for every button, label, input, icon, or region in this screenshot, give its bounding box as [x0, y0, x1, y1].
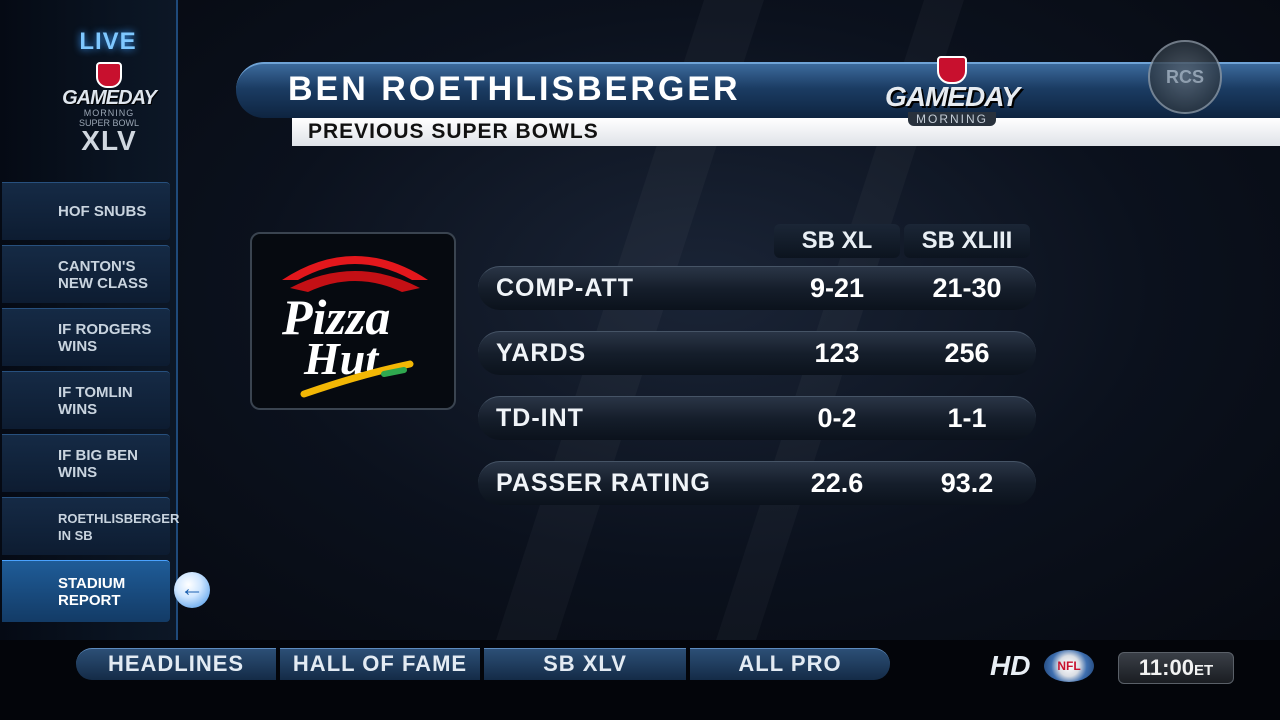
sidebar-item-hof-snubs[interactable]: HOF SNUBS [2, 182, 170, 240]
subtitle-bar [292, 118, 1280, 146]
sidebar-item-label: IF TOMLIN WINS [58, 383, 133, 418]
sidebar-item-if-big-ben-wins[interactable]: IF BIG BEN WINS [2, 434, 170, 492]
title-bar [236, 62, 1280, 118]
tab-headlines[interactable]: HEADLINES [76, 648, 276, 680]
sidebar-item-if-rodgers-wins[interactable]: IF RODGERS WINS [2, 308, 170, 366]
sidebar-item-label: ROETHLISBERGER IN SB [58, 510, 180, 543]
nfl-network-icon: NFL [1044, 650, 1094, 682]
stat-label: TD-INT [496, 404, 584, 432]
logo-text: GAMEDAY [884, 81, 1020, 112]
logo-text: MORNING [83, 108, 135, 118]
sidebar-item-roethlisberger-in-sb[interactable]: ROETHLISBERGER IN SB [2, 497, 179, 555]
stat-label: YARDS [496, 339, 587, 367]
sidebar-item-label: HOF SNUBS [58, 203, 147, 220]
nfl-shield-icon [96, 62, 122, 88]
stat-row: TD-INT 0-2 1-1 [478, 396, 1036, 440]
stat-value: 256 [944, 338, 990, 368]
column-header-sb-xl: SB XL [774, 224, 900, 258]
stat-value: 1-1 [947, 403, 987, 433]
rcs-watermark: RCS [1148, 40, 1222, 114]
stat-value: 93.2 [940, 468, 994, 498]
hd-badge: HD [990, 650, 1031, 681]
stat-value: 22.6 [810, 468, 864, 498]
tab-all-pro[interactable]: ALL PRO [690, 648, 890, 680]
back-arrow-icon[interactable]: ← [174, 572, 210, 608]
logo-text: XLV [81, 125, 137, 156]
stat-row: COMP-ATT 9-21 21-30 [478, 266, 1036, 310]
clock-time: 11:00 [1138, 655, 1194, 680]
stat-label: PASSER RATING [496, 469, 711, 497]
sidebar-item-label: CANTON'S NEW CLASS [58, 257, 148, 292]
logo-text: MORNING [908, 112, 996, 126]
clock: 11:00ET [1118, 652, 1234, 684]
live-label: LIVE [79, 28, 137, 55]
sidebar-item-cantons-new-class[interactable]: CANTON'S NEW CLASS [2, 245, 170, 303]
tab-sb-xlv[interactable]: SB XLV [484, 648, 686, 680]
clock-zone: ET [1193, 662, 1214, 679]
column-header-sb-xliii: SB XLIII [904, 224, 1030, 258]
logo-text: GAMEDAY [62, 87, 157, 109]
logo-text: SUPER BOWL [78, 118, 139, 128]
stat-row: YARDS 123 256 [478, 331, 1036, 375]
gameday-morning-logo: GAMEDAY MORNING [882, 56, 1022, 128]
stat-row: PASSER RATING 22.6 93.2 [478, 461, 1036, 505]
stat-value: 21-30 [932, 273, 1002, 303]
sponsor-line1: Pizza [281, 289, 390, 345]
stat-value: 0-2 [817, 403, 857, 433]
stat-label: COMP-ATT [496, 274, 635, 302]
sidebar-item-label: IF BIG BEN WINS [58, 446, 139, 481]
sidebar-item-stadium-report[interactable]: STADIUM REPORT [2, 560, 170, 622]
stat-value: 123 [814, 338, 860, 368]
tab-hall-of-fame[interactable]: HALL OF FAME [280, 648, 480, 680]
sponsor-logo-box: Pizza Hut [250, 232, 456, 410]
sidebar-item-if-tomlin-wins[interactable]: IF TOMLIN WINS [2, 371, 170, 429]
nfl-shield-icon [937, 56, 967, 84]
pizza-hut-logo: Pizza Hut [281, 256, 428, 398]
sidebar-item-label: IF RODGERS WINS [58, 320, 152, 355]
gameday-superbowl-logo: GAMEDAY MORNING SUPER BOWL XLV [52, 62, 166, 155]
sidebar-item-label: STADIUM REPORT [58, 574, 126, 609]
page-subtitle: PREVIOUS SUPER BOWLS [308, 120, 599, 143]
page-title: BEN ROETHLISBERGER [288, 70, 741, 108]
stat-value: 9-21 [809, 273, 865, 303]
